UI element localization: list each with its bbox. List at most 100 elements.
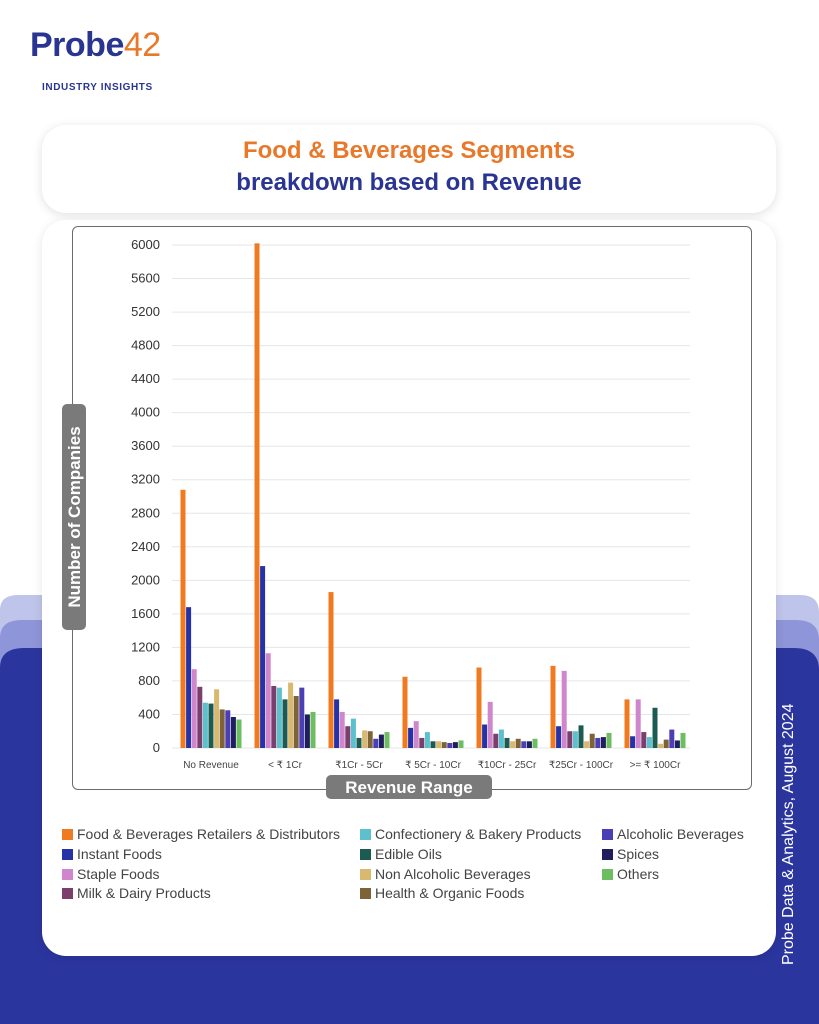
bar xyxy=(561,670,567,748)
bar xyxy=(419,737,425,748)
bar xyxy=(493,733,499,748)
logo-number: 42 xyxy=(123,26,161,64)
logo-prefix: Probe xyxy=(30,26,124,64)
bar xyxy=(384,732,390,748)
bar xyxy=(202,702,208,748)
bar xyxy=(339,711,345,748)
bar xyxy=(674,740,680,748)
y-tick-label: 400 xyxy=(138,706,160,721)
bar xyxy=(578,725,584,748)
legend-label: Milk & Dairy Products xyxy=(77,885,211,901)
bar xyxy=(589,733,595,748)
bar xyxy=(276,687,282,748)
bar xyxy=(271,685,277,748)
legend-swatch xyxy=(602,868,613,880)
bar xyxy=(350,718,356,748)
bar xyxy=(515,738,521,748)
legend-label: Staple Foods xyxy=(77,866,160,882)
bar xyxy=(652,707,658,748)
y-axis-title: Number of Companies xyxy=(65,426,84,607)
legend-swatch xyxy=(62,868,73,880)
legend-item: Instant Foods xyxy=(62,846,162,862)
bar xyxy=(441,742,447,748)
x-tick-label: ₹10Cr - 25Cr xyxy=(478,760,537,771)
bar xyxy=(606,732,612,748)
bar xyxy=(624,699,630,748)
bar xyxy=(510,741,516,748)
bar xyxy=(373,738,379,748)
y-tick-label: 4400 xyxy=(131,371,160,386)
bar xyxy=(304,714,310,748)
legend-swatch xyxy=(602,848,613,860)
bar xyxy=(641,732,647,748)
bar xyxy=(487,701,493,748)
x-tick-label: >= ₹ 100Cr xyxy=(630,760,682,771)
x-tick-label: ₹25Cr - 100Cr xyxy=(549,760,614,771)
bar xyxy=(334,699,340,748)
bar xyxy=(550,665,556,748)
source-caption: Probe Data & Analytics, August 2024 xyxy=(780,703,797,966)
bar xyxy=(482,724,488,748)
bar xyxy=(430,741,436,748)
legend-swatch xyxy=(62,828,73,840)
y-tick-label: 800 xyxy=(138,673,160,688)
legend-item: Milk & Dairy Products xyxy=(62,885,211,901)
bar xyxy=(367,731,373,748)
bar xyxy=(260,566,266,748)
bar xyxy=(680,732,686,748)
y-tick-label: 6000 xyxy=(131,237,160,252)
bar xyxy=(219,709,225,748)
bar xyxy=(362,730,368,748)
bar xyxy=(186,607,192,748)
bar xyxy=(408,727,414,748)
bar xyxy=(328,592,334,748)
bar xyxy=(556,726,562,748)
bar xyxy=(669,729,675,748)
logo-tagline: INDUSTRY INSIGHTS xyxy=(42,82,153,93)
legend-item: Food & Beverages Retailers & Distributor… xyxy=(62,826,340,842)
bar xyxy=(310,711,316,748)
chart-legend: Food & Beverages Retailers & Distributor… xyxy=(62,826,772,906)
bar xyxy=(630,736,636,748)
bar xyxy=(567,731,573,748)
bar xyxy=(663,739,669,748)
probe42-logo: Probe42 INDUSTRY INSIGHTS xyxy=(30,26,190,98)
bar xyxy=(282,699,288,748)
legend-swatch xyxy=(62,887,73,899)
bar xyxy=(521,741,527,748)
legend-label: Spices xyxy=(617,846,660,862)
legend-label: Food & Beverages Retailers & Distributor… xyxy=(77,826,340,842)
legend-swatch xyxy=(360,848,371,860)
bar xyxy=(345,726,351,748)
bar xyxy=(572,731,578,748)
bar xyxy=(356,737,362,748)
bar xyxy=(402,676,408,748)
bar xyxy=(378,734,384,748)
legend-label: Edible Oils xyxy=(375,846,442,862)
x-axis-title: Revenue Range xyxy=(345,778,473,797)
bar xyxy=(191,669,197,748)
y-tick-label: 4000 xyxy=(131,405,160,420)
bar xyxy=(424,732,430,748)
y-tick-label: 5200 xyxy=(131,304,160,319)
y-tick-label: 4800 xyxy=(131,338,160,353)
bar xyxy=(293,696,299,748)
legend-swatch xyxy=(62,848,73,860)
bar xyxy=(452,742,458,748)
y-tick-label: 5600 xyxy=(131,271,160,286)
legend-item: Alcoholic Beverages xyxy=(602,826,744,842)
legend-item: Others xyxy=(602,866,659,882)
bar xyxy=(600,737,606,748)
bar xyxy=(208,703,214,748)
bar xyxy=(230,716,236,748)
bar xyxy=(436,741,442,748)
bar xyxy=(635,699,641,748)
legend-item: Non Alcoholic Beverages xyxy=(360,866,531,882)
legend-item: Staple Foods xyxy=(62,866,160,882)
bar xyxy=(225,710,231,748)
bar xyxy=(197,686,203,748)
legend-label: Non Alcoholic Beverages xyxy=(375,866,531,882)
chart-title-line2: breakdown based on Revenue xyxy=(236,169,582,196)
bar xyxy=(254,243,260,748)
y-tick-label: 2000 xyxy=(131,572,160,587)
